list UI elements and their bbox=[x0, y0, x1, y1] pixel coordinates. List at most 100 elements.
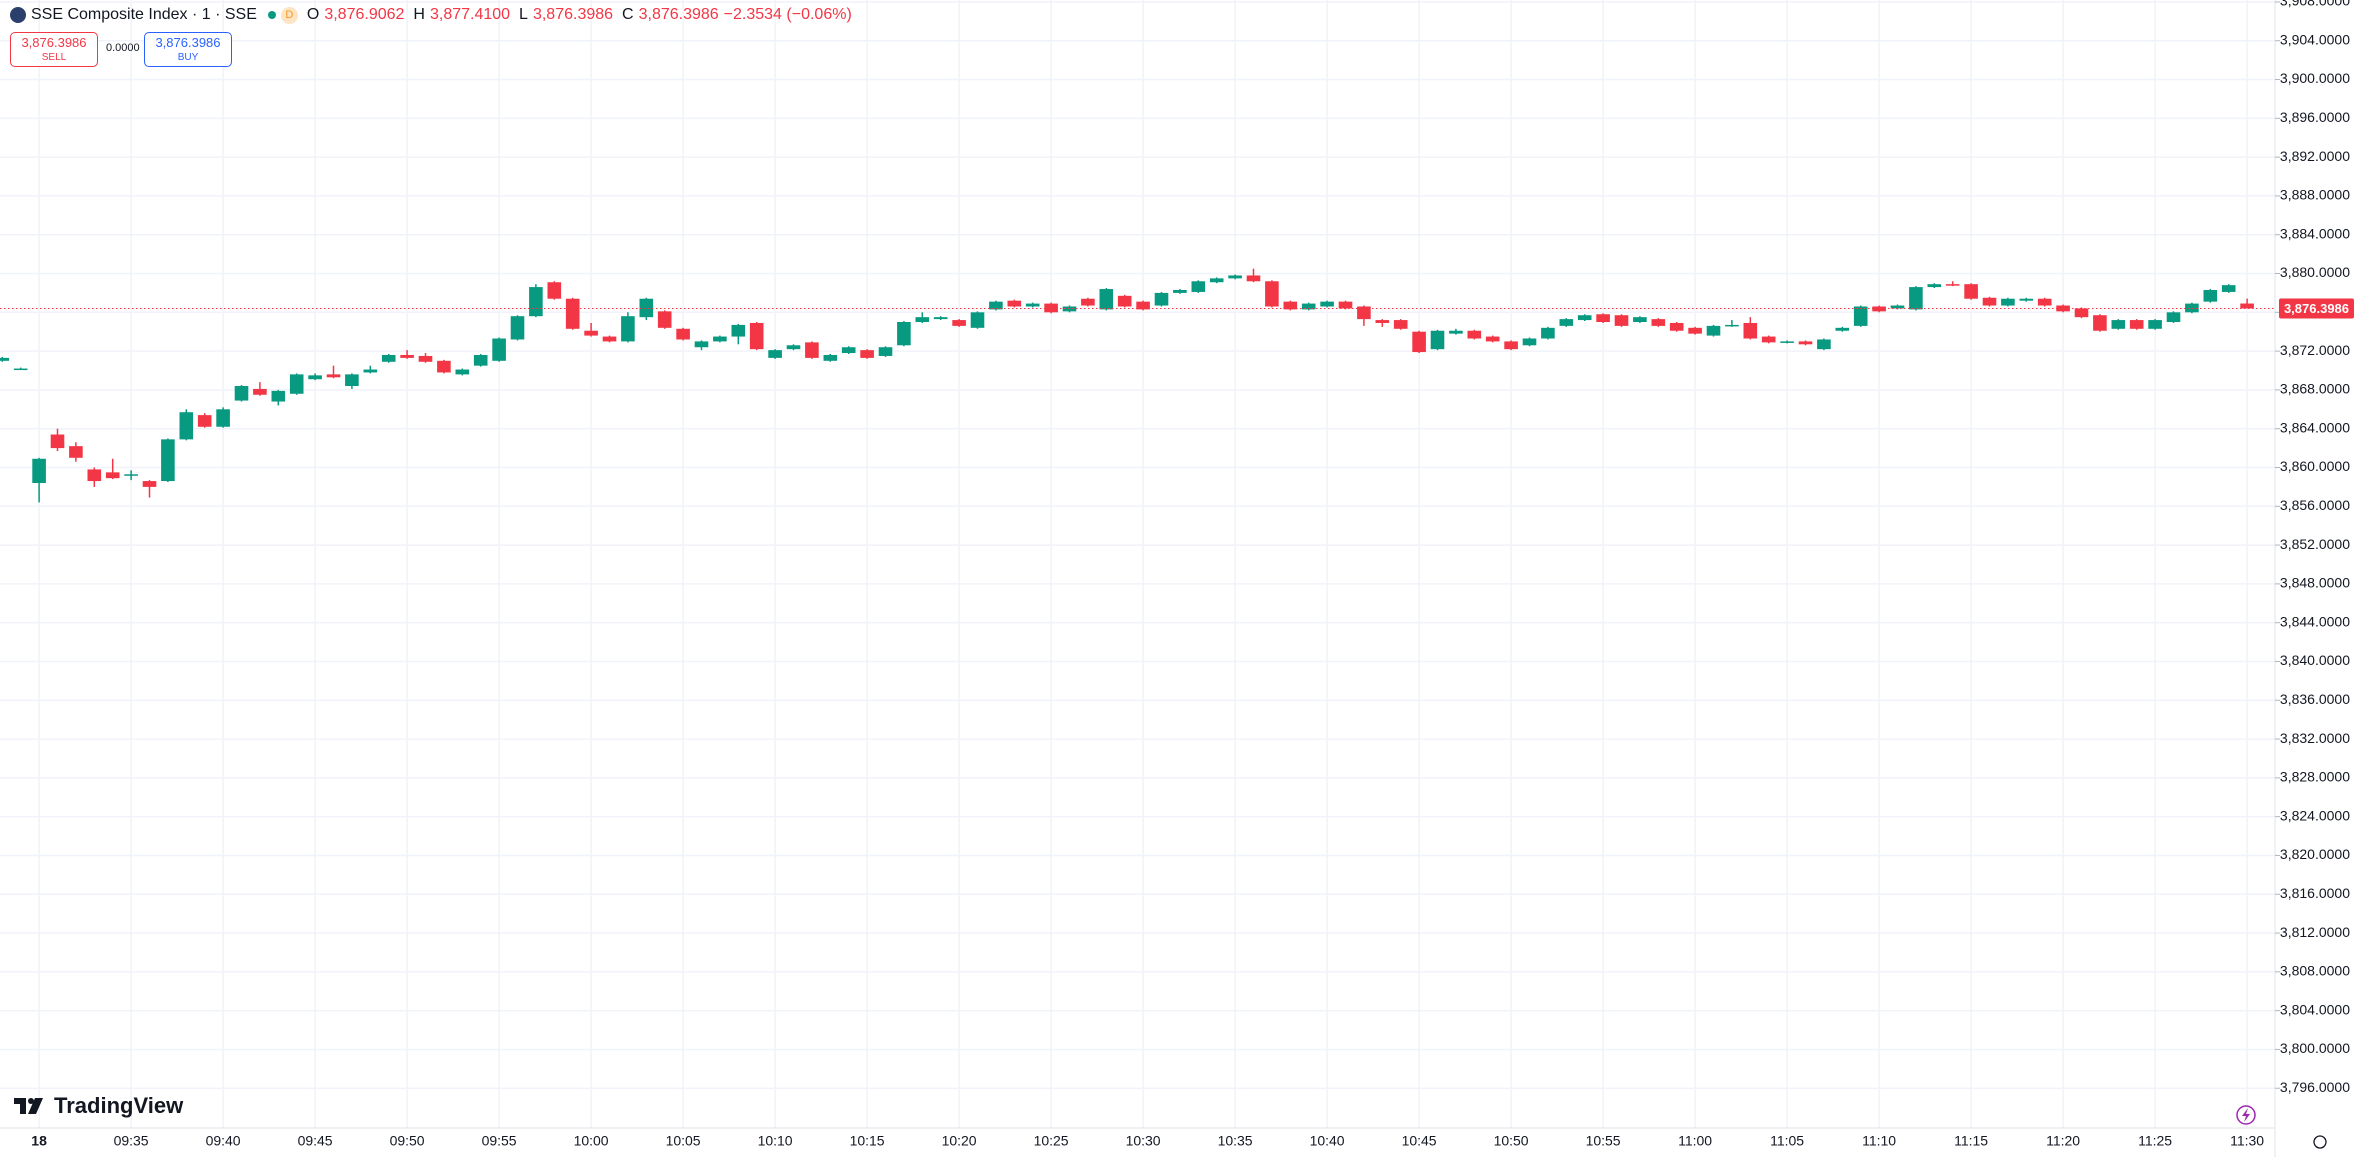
candle-body bbox=[473, 354, 488, 366]
y-tick-label: 3,808.0000 bbox=[2280, 963, 2350, 979]
y-tick-label: 3,860.0000 bbox=[2280, 458, 2350, 474]
x-tick-label: 10:25 bbox=[1034, 1133, 1069, 1149]
candle-body bbox=[418, 355, 433, 362]
candle-body bbox=[124, 474, 138, 476]
candle-body bbox=[197, 415, 212, 427]
candle-body bbox=[1596, 314, 1610, 323]
candle-body bbox=[768, 350, 782, 358]
candle-body bbox=[13, 368, 28, 371]
x-tick-label: 10:00 bbox=[574, 1133, 609, 1149]
x-tick-label: 11:15 bbox=[1954, 1133, 1988, 1149]
candle-body bbox=[2240, 303, 2254, 309]
candle-body bbox=[694, 341, 709, 348]
x-tick-label: 18 bbox=[31, 1133, 47, 1149]
candle-body bbox=[455, 369, 470, 375]
candle-body bbox=[1081, 298, 1095, 306]
y-tick-label: 3,896.0000 bbox=[2280, 109, 2350, 125]
candle-body bbox=[1559, 319, 1574, 326]
candle-body bbox=[271, 390, 286, 402]
candle-body bbox=[841, 347, 856, 354]
y-tick-label: 3,880.0000 bbox=[2280, 264, 2350, 280]
alert-icon bbox=[2236, 1105, 2256, 1125]
candle-body bbox=[2111, 320, 2126, 329]
candle-body bbox=[492, 338, 506, 361]
candle-body bbox=[2074, 308, 2089, 318]
y-tick-label: 3,888.0000 bbox=[2280, 187, 2350, 203]
symbol-header: SSE Composite Index · 1 · SSE D O 3,876.9… bbox=[10, 6, 852, 24]
candle-body bbox=[933, 317, 948, 320]
candle-body bbox=[657, 311, 672, 328]
y-tick-label: 3,812.0000 bbox=[2280, 924, 2350, 940]
candle-body bbox=[179, 412, 194, 440]
candle-body bbox=[1209, 278, 1224, 283]
y-tick-label: 3,828.0000 bbox=[2280, 769, 2350, 785]
candle-body bbox=[584, 330, 598, 336]
x-tick-label: 11:25 bbox=[2138, 1133, 2172, 1149]
settings-icon bbox=[2313, 1135, 2327, 1149]
candle-body bbox=[1173, 290, 1187, 293]
candle-body bbox=[2019, 298, 2034, 301]
y-tick-label: 3,908.0000 bbox=[2280, 0, 2350, 9]
logo[interactable]: TradingView bbox=[14, 1093, 183, 1119]
candle-body bbox=[1228, 275, 1242, 279]
y-tick-label: 3,892.0000 bbox=[2280, 148, 2350, 164]
last-price-label: 3,876.3986 bbox=[2284, 301, 2349, 316]
y-tick-label: 3,832.0000 bbox=[2280, 730, 2350, 746]
candle-body bbox=[1044, 303, 1058, 313]
data-badge[interactable]: D bbox=[280, 6, 298, 24]
candle-body bbox=[1485, 336, 1500, 342]
sell-label: SELL bbox=[41, 51, 67, 63]
candle-body bbox=[308, 375, 322, 380]
candle-body bbox=[1430, 330, 1445, 350]
candle-body bbox=[1743, 322, 1758, 339]
ohlc-value: 3,876.3986 bbox=[638, 6, 719, 23]
buy-label: BUY bbox=[177, 51, 199, 63]
candle-body bbox=[345, 374, 359, 387]
candle-body bbox=[621, 316, 635, 342]
candle-body bbox=[1412, 331, 1426, 353]
candle-body bbox=[1817, 339, 1831, 350]
candle-body bbox=[32, 458, 46, 484]
candle-body bbox=[1099, 289, 1114, 310]
y-tick-label: 3,884.0000 bbox=[2280, 225, 2350, 241]
y-tick-label: 3,868.0000 bbox=[2280, 381, 2350, 397]
y-tick-label: 3,820.0000 bbox=[2280, 846, 2350, 862]
candle-body bbox=[1504, 341, 1518, 350]
candle-body bbox=[1375, 320, 1390, 323]
candle-body bbox=[639, 298, 654, 318]
x-tick-label: 10:15 bbox=[850, 1133, 885, 1149]
x-tick-label: 10:30 bbox=[1126, 1133, 1161, 1149]
logo-icon bbox=[14, 1098, 43, 1114]
candle-body bbox=[1357, 306, 1371, 320]
candle-body bbox=[897, 322, 911, 346]
candle-body bbox=[1633, 317, 1647, 323]
candle-body bbox=[2185, 303, 2199, 313]
y-tick-label: 3,852.0000 bbox=[2280, 536, 2350, 552]
y-tick-label: 3,836.0000 bbox=[2280, 691, 2350, 707]
candle-body bbox=[1853, 306, 1868, 326]
candle-body bbox=[1761, 336, 1776, 343]
y-tick-label: 3,856.0000 bbox=[2280, 497, 2350, 513]
sell-button[interactable]: 3,876.3986 SELL bbox=[10, 32, 98, 67]
candle-body bbox=[1154, 292, 1169, 306]
candle-body bbox=[1320, 301, 1334, 307]
y-tick-label: 3,904.0000 bbox=[2280, 31, 2350, 47]
candle-body bbox=[1872, 306, 1886, 312]
x-tick-label: 11:30 bbox=[2230, 1133, 2264, 1149]
symbol-title[interactable]: SSE Composite Index · 1 · SSE bbox=[31, 6, 257, 23]
candle-body bbox=[713, 336, 727, 342]
y-tick-label: 3,900.0000 bbox=[2280, 70, 2350, 86]
candle-body bbox=[1669, 322, 1684, 331]
candle-body bbox=[1393, 320, 1408, 329]
candle-body bbox=[2203, 290, 2218, 302]
candle-body bbox=[970, 312, 985, 328]
candle-body bbox=[161, 439, 175, 482]
candle-body bbox=[2166, 312, 2181, 323]
candle-body bbox=[289, 374, 304, 394]
candle-body bbox=[1706, 325, 1721, 336]
alert-icon-bolt bbox=[2242, 1108, 2250, 1122]
buy-button[interactable]: 3,876.3986 BUY bbox=[144, 32, 232, 67]
candle-body bbox=[860, 350, 874, 358]
candle-body bbox=[2001, 298, 2015, 306]
candle-body bbox=[2056, 305, 2070, 312]
